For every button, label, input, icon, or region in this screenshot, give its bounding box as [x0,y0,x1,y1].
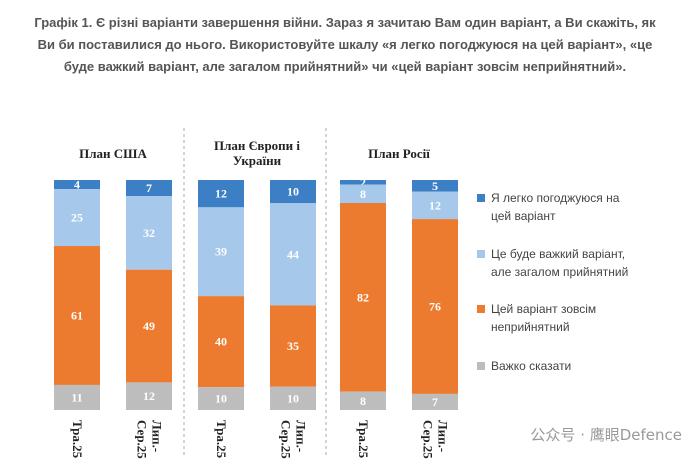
bar-segment-hard_to_say [270,386,316,410]
bar-segment-hard [340,184,386,203]
legend-label: неприйнятний [491,320,570,334]
bar-segment-hard [54,189,100,247]
bar-segment-unacceptable [340,203,386,392]
bar-segment-hard_to_say [54,384,100,410]
legend-label: Я легко погоджуюся на [491,191,620,205]
bar-segment-unacceptable [412,219,458,394]
bar-segment-unacceptable [54,246,100,385]
group-title: України [233,153,282,168]
group-title: План США [79,146,147,161]
data-label: 10 [287,391,299,405]
legend-swatch [477,194,485,202]
data-label: 25 [71,211,83,225]
legend-label: Цей варіант зовсім [491,302,596,316]
legend-swatch [477,250,485,258]
bar-segment-hard [126,196,172,270]
legend-swatch [477,305,485,313]
bar-segment-easy [340,180,386,185]
data-label: 39 [215,245,227,259]
data-label: 32 [143,226,155,240]
legend-label: цей варіант [491,209,556,223]
bar-segment-hard [412,191,458,220]
x-tick-label: Лип.-Сер.25 [135,420,165,459]
x-tick-label: Тра.25 [70,420,85,459]
data-label: 44 [287,247,299,261]
bar-segment-easy [126,180,172,197]
data-label: 2 [360,175,366,189]
data-label: 12 [429,198,441,212]
legend-label: Важко сказати [491,359,571,373]
bar-segment-hard_to_say [126,382,172,410]
x-tick-label: Тра.25 [214,420,229,459]
watermark-text: 公众号 · 鹰眼Defence [530,426,682,444]
data-label: 61 [71,308,83,322]
legend-label: але загалом прийнятний [491,265,628,279]
data-label: 40 [215,335,227,349]
bar-segment-hard_to_say [412,393,458,410]
data-label: 10 [215,392,227,406]
data-label: 49 [143,319,155,333]
data-label: 11 [71,390,82,404]
bar-segment-unacceptable [198,296,244,388]
x-tick-label: Тра.25 [356,420,371,459]
bar-segment-easy [412,180,458,192]
data-label: 10 [287,185,299,199]
bar-segment-hard [270,203,316,306]
group-title: План Європи і [214,138,300,153]
bar-segment-hard_to_say [198,387,244,410]
data-label: 5 [432,179,438,193]
data-label: 12 [215,187,227,201]
data-label: 8 [360,187,366,201]
data-label: 76 [429,300,441,314]
bar-segment-unacceptable [126,269,172,383]
bar-segment-hard [198,207,244,297]
data-label: 4 [74,178,80,192]
x-tick-label: Лип.-Сер.25 [421,420,451,459]
data-label: 8 [360,394,366,408]
x-tick-label: Лип.-Сер.25 [279,420,309,459]
bar-segment-unacceptable [270,305,316,387]
chart-title: Графік 1. Є різні варіанти завершення ві… [34,15,656,74]
group-title: План Росії [368,146,430,161]
data-label: 7 [146,181,152,195]
data-label: 82 [357,290,369,304]
bar-segment-easy [198,180,244,208]
bar-segment-easy [54,180,100,190]
data-label: 7 [432,395,438,409]
bar-segment-easy [270,180,316,204]
data-label: 35 [287,339,299,353]
legend-swatch [477,362,485,370]
bar-segment-hard_to_say [340,391,386,410]
data-label: 12 [143,389,155,403]
legend-label: Це буде важкий варіант, [491,247,625,261]
